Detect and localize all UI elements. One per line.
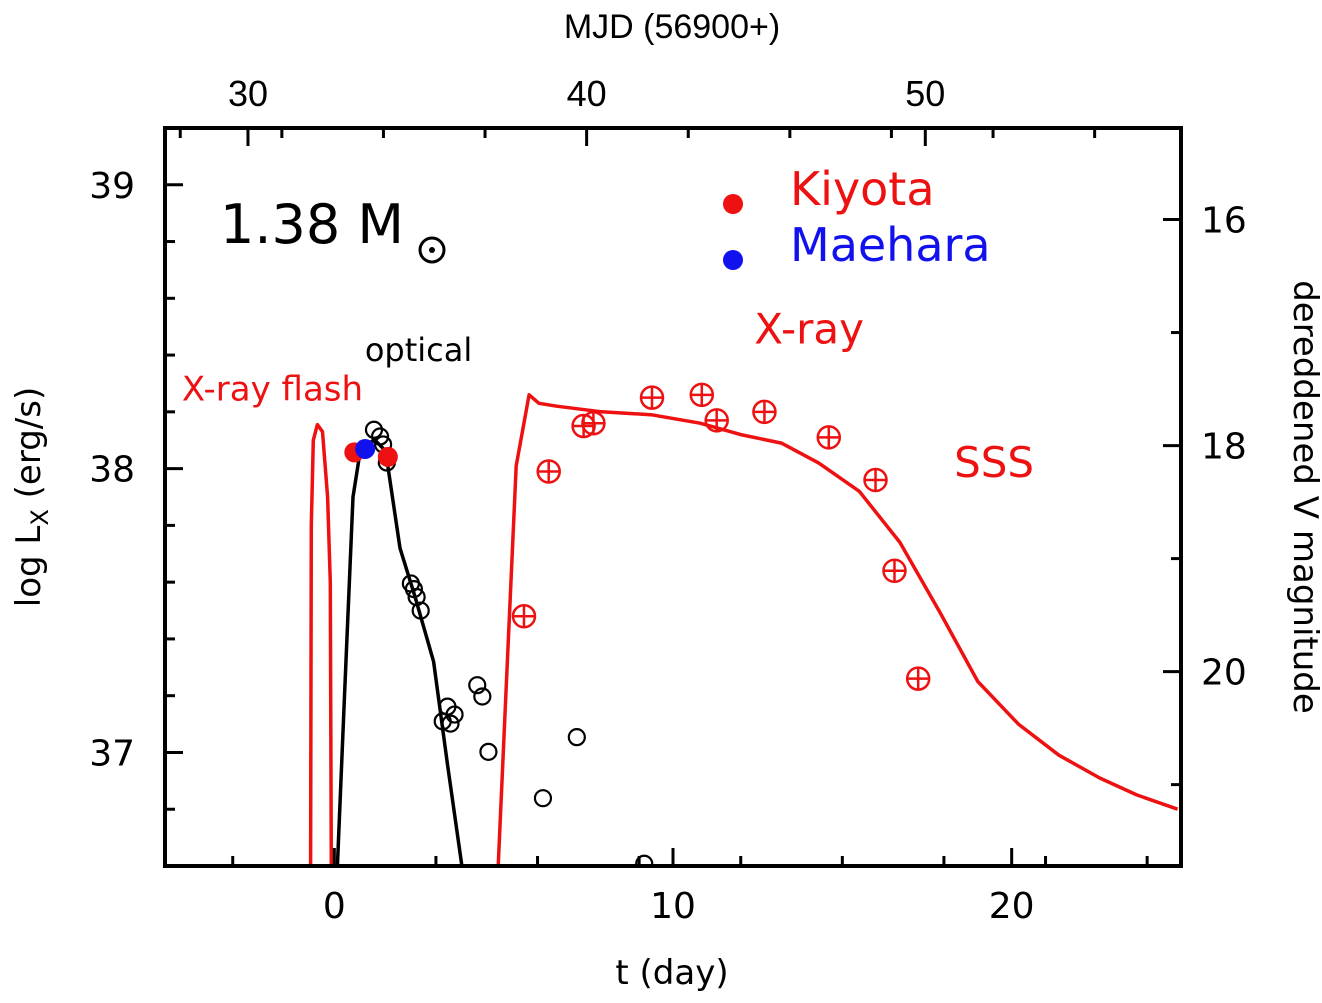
- x-tick-label: 20: [989, 886, 1035, 927]
- xray-data-point: [581, 410, 606, 436]
- x-tick-label: 0: [323, 886, 346, 927]
- legend-label-kiyota: Kiyota: [790, 162, 935, 216]
- mass-label-text: 1.38 M: [220, 193, 404, 256]
- optical-data-point: [567, 728, 586, 747]
- sun-symbol-icon: [418, 236, 446, 264]
- optical-data-point: [635, 854, 654, 864]
- y-axis-left-title: log LX (erg/s): [9, 387, 54, 607]
- optical-data-point: [479, 742, 498, 761]
- y-axis-right-title: dereddened V magnitude: [1285, 280, 1322, 714]
- annotation-sss: SSS: [954, 438, 1034, 487]
- optical-data-point: [407, 587, 426, 607]
- annotation-x-ray: X-ray: [754, 305, 864, 354]
- xray-data-point: [689, 382, 715, 408]
- y-left-tick-label: 38: [89, 450, 135, 491]
- legend-label-maehara: Maehara: [790, 218, 991, 272]
- x-tick-label: 10: [650, 886, 696, 927]
- ticks-layer: 0 10 20 30 40 50 37 38 39 16 18 20: [89, 73, 1247, 927]
- optical-data-point: [533, 789, 553, 808]
- y-left-tick-label: 37: [89, 733, 135, 774]
- xray-data-point: [536, 459, 561, 484]
- top-axis-title: MJD (56900+): [564, 8, 780, 46]
- y-axis-left-title-main: log L: [9, 526, 49, 608]
- y-axis-left-title-suffix: (erg/s): [9, 387, 49, 509]
- xray-data-point: [816, 425, 842, 450]
- optical-model-line: [335, 438, 464, 864]
- top-tick-label: 30: [228, 73, 268, 114]
- x-ray-flash-model-line: [308, 422, 334, 864]
- y-axis-left-title-sub: X: [26, 509, 54, 525]
- mass-label: 1.38 M: [220, 193, 446, 264]
- optical-data-point: [411, 601, 430, 620]
- y-left-tick-label: 39: [89, 166, 135, 207]
- optical-data-point: [473, 687, 492, 706]
- optical-data-point: [370, 427, 390, 446]
- series-layer: [308, 382, 1179, 864]
- xray-data-point: [511, 603, 537, 629]
- y-right-tick-label: 18: [1201, 427, 1247, 468]
- optical-data-point: [364, 420, 384, 439]
- top-tick-label: 40: [567, 73, 607, 114]
- y-right-tick-label: 20: [1201, 653, 1247, 694]
- legend-marker-maehara: [723, 250, 743, 270]
- xray-data-point: [863, 467, 888, 493]
- annotation-optical: optical: [365, 331, 472, 369]
- top-tick-label: 50: [905, 73, 945, 114]
- optical-data-point: [445, 705, 464, 724]
- maehara-data-point: [355, 438, 376, 459]
- optical-data-point: [468, 676, 487, 695]
- optical-data-point: [404, 580, 424, 599]
- legend-marker-kiyota: [723, 194, 743, 214]
- kiyota-data-point: [377, 446, 398, 467]
- x-axis-title: t (day): [615, 953, 728, 993]
- xray-data-point: [752, 399, 777, 425]
- y-right-tick-label: 16: [1201, 201, 1247, 242]
- sss-model-line: [496, 393, 1179, 864]
- annotation-x-ray-flash: X-ray flash: [182, 369, 363, 409]
- xray-data-point: [704, 408, 729, 433]
- xray-data-point: [639, 385, 665, 410]
- optical-data-point: [441, 714, 460, 733]
- xray-data-point: [882, 558, 907, 584]
- xray-data-point: [905, 666, 931, 691]
